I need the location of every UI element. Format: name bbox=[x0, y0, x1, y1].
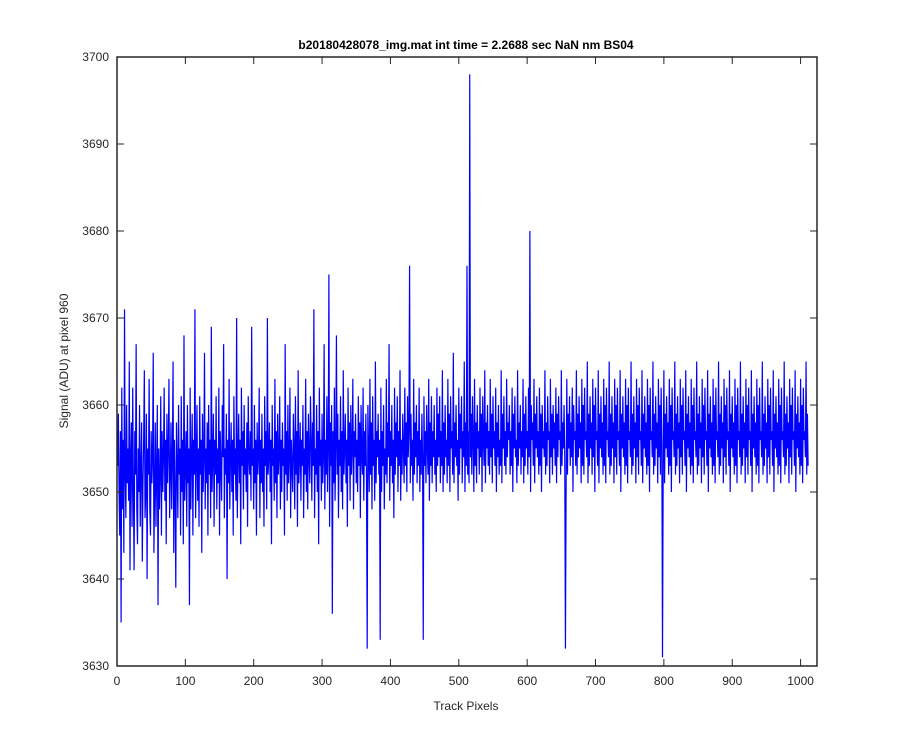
x-axis-label: Track Pixels bbox=[434, 699, 499, 713]
chart-title: b20180428078_img.mat int time = 2.2688 s… bbox=[298, 38, 634, 52]
x-tick-label: 800 bbox=[654, 674, 674, 688]
y-tick-label: 3680 bbox=[82, 224, 109, 238]
x-tick-label: 900 bbox=[722, 674, 742, 688]
y-tick-label: 3670 bbox=[82, 311, 109, 325]
x-tick-label: 500 bbox=[449, 674, 469, 688]
x-tick-label: 600 bbox=[517, 674, 537, 688]
series-line-0 bbox=[117, 74, 809, 658]
x-tick-label: 100 bbox=[175, 674, 195, 688]
y-tick-label: 3650 bbox=[82, 485, 109, 499]
y-tick-label: 3630 bbox=[82, 659, 109, 673]
x-tick-label: 700 bbox=[586, 674, 606, 688]
y-tick-label: 3660 bbox=[82, 398, 109, 412]
x-tick-label: 0 bbox=[114, 674, 121, 688]
x-tick-label: 400 bbox=[380, 674, 400, 688]
x-tick-label: 1000 bbox=[787, 674, 814, 688]
x-tick-label: 300 bbox=[312, 674, 332, 688]
x-tick-label: 200 bbox=[244, 674, 264, 688]
plot-area: 0 100 200 300 400 500 600 700 800 900 1000 3630 3640… bbox=[82, 50, 818, 688]
y-axis-label: Signal (ADU) at pixel 960 bbox=[57, 293, 71, 428]
y-tick-label: 3640 bbox=[82, 572, 109, 586]
y-tick-label: 3700 bbox=[82, 50, 109, 64]
axes-box bbox=[116, 56, 818, 667]
y-tick-label: 3690 bbox=[82, 137, 109, 151]
